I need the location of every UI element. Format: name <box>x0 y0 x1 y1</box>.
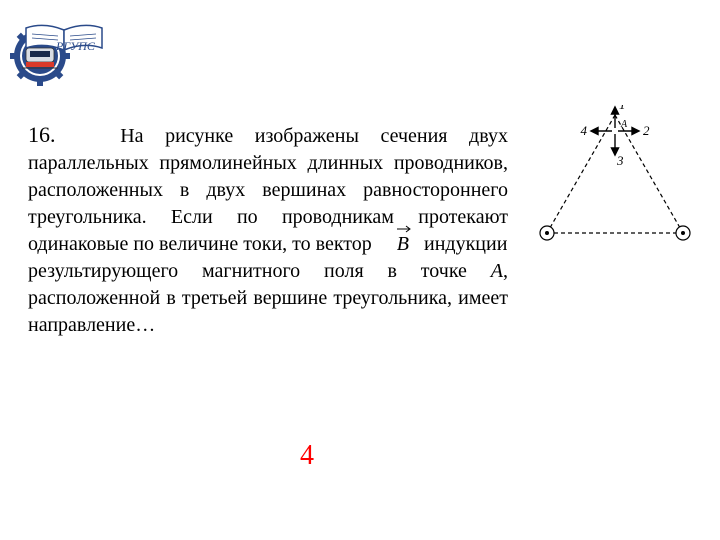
answer-value: 4 <box>300 440 314 472</box>
vector-arrow-icon <box>396 225 412 233</box>
logo-svg: РГУПС <box>10 8 110 88</box>
problem-text-2: результирующего магнитного поля в точке <box>28 260 467 282</box>
vector-letter: B <box>397 233 409 255</box>
figure-svg: 1 2 3 4 A <box>535 105 700 255</box>
wire-right-out-icon <box>676 226 690 240</box>
problem-block: 16. На рисунке изображены сечения двух п… <box>28 100 508 359</box>
problem-figure: 1 2 3 4 A <box>535 105 700 260</box>
problem-text-after-vector: индукции <box>424 233 507 255</box>
problem-number: 16. <box>28 122 56 147</box>
logo-text: РГУПС <box>55 39 96 53</box>
direction-arrows-icon <box>591 107 639 155</box>
label-3: 3 <box>616 153 624 168</box>
label-1: 1 <box>619 105 626 112</box>
point-letter: А <box>491 260 503 282</box>
university-logo: РГУПС <box>10 8 110 93</box>
label-A: A <box>620 119 628 130</box>
wire-left-out-icon <box>540 226 554 240</box>
problem-paragraph: 16. На рисунке изображены сечения двух п… <box>28 120 508 339</box>
label-2: 2 <box>643 123 650 138</box>
label-4: 4 <box>581 123 588 138</box>
